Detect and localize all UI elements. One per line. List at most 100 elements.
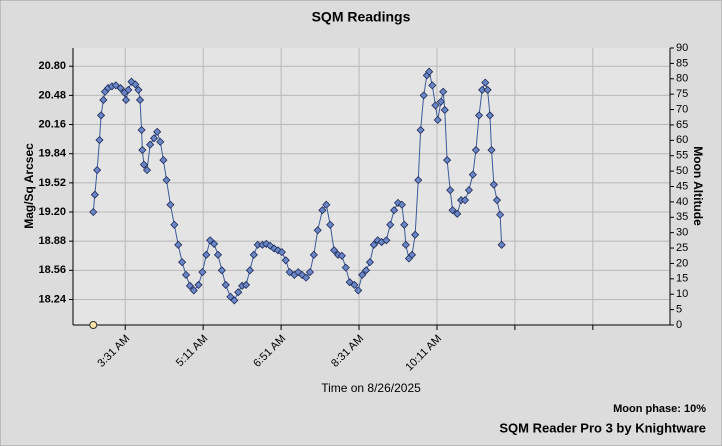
y2-tick-label: 10 (676, 288, 688, 300)
point-marker (213, 250, 223, 259)
point-marker (322, 200, 331, 209)
point-marker (433, 115, 442, 125)
y2-tick-label: 85 (676, 57, 688, 69)
point-marker (365, 258, 375, 267)
y-tick-label: 18.24 (38, 293, 66, 305)
point-marker (411, 230, 420, 239)
point-marker (386, 220, 395, 229)
y2-tick-label: 45 (676, 180, 688, 192)
point-marker (478, 85, 487, 94)
y2-tick-label: 65 (676, 119, 688, 131)
point-marker (138, 145, 147, 155)
y-tick-label: 19.84 (38, 148, 66, 160)
y2-tick-label: 30 (676, 227, 688, 239)
point-marker (159, 156, 168, 165)
y2-tick-label: 5 (676, 304, 682, 316)
point-marker (390, 206, 399, 215)
point-marker (170, 220, 179, 229)
credit: SQM Reader Pro 3 by Knightware (499, 420, 706, 435)
point-marker (139, 160, 148, 169)
point-marker (210, 239, 219, 248)
point-marker (245, 266, 254, 275)
point-marker (354, 286, 363, 295)
point-marker (99, 95, 108, 105)
point-marker (416, 125, 425, 135)
point-marker (134, 85, 143, 94)
point-marker (202, 250, 211, 259)
point-marker (178, 258, 187, 267)
point-marker (241, 280, 251, 289)
y2-tick-label: 55 (676, 150, 688, 162)
point-marker (95, 135, 104, 145)
point-marker (440, 105, 449, 115)
point-marker (221, 280, 230, 289)
point-marker (401, 240, 410, 249)
point-marker (137, 125, 146, 135)
point-marker (397, 200, 406, 209)
point-marker (146, 140, 155, 149)
y2-tick-label: 40 (676, 196, 688, 208)
point-marker (414, 176, 423, 185)
y-tick-label: 20.80 (38, 60, 66, 72)
point-marker (448, 206, 457, 215)
point-marker (400, 220, 409, 229)
point-marker (468, 170, 477, 179)
y2-tick-label: 25 (676, 242, 688, 254)
point-marker (358, 270, 367, 279)
y2-tick-label: 0 (676, 319, 682, 331)
point-marker (361, 266, 371, 275)
point-marker (174, 240, 183, 249)
point-marker (446, 186, 455, 195)
point-marker (489, 180, 498, 189)
y2-tick-label: 20 (676, 257, 688, 269)
point-marker (485, 111, 495, 120)
y2-tick-label: 90 (676, 42, 688, 54)
point-marker (270, 244, 279, 253)
point-marker (93, 166, 102, 175)
point-marker (483, 85, 492, 94)
point-marker (149, 134, 159, 143)
y-tick-label: 19.20 (38, 206, 66, 218)
point-marker (436, 97, 445, 106)
point-marker (124, 85, 133, 94)
point-marker (464, 186, 473, 195)
point-marker (439, 87, 448, 96)
y-tick-label: 18.56 (38, 264, 66, 276)
point-marker (156, 137, 165, 146)
point-marker (497, 240, 506, 249)
point-marker (487, 145, 496, 155)
point-marker (481, 78, 490, 87)
point-marker (431, 101, 440, 110)
point-marker (373, 236, 382, 245)
point-marker (181, 270, 191, 279)
y2-tick-label: 50 (676, 165, 688, 177)
point-marker (443, 156, 452, 165)
point-marker (185, 281, 194, 290)
point-marker (369, 240, 378, 249)
point-marker (345, 278, 354, 287)
y-tick-label: 19.52 (38, 177, 66, 189)
point-marker (341, 263, 350, 272)
point-marker (309, 250, 318, 259)
y2-tick-label: 35 (676, 211, 688, 223)
point-marker (234, 288, 243, 297)
point-marker (318, 206, 327, 215)
point-marker (111, 81, 120, 90)
point-marker (198, 268, 207, 277)
y2-tick-label: 80 (676, 73, 688, 85)
point-marker (230, 296, 239, 305)
point-marker (162, 176, 171, 185)
chart-title: SQM Readings (312, 9, 411, 25)
point-marker (492, 196, 502, 205)
point-marker (298, 270, 307, 279)
point-marker (471, 145, 481, 155)
point-marker (116, 84, 125, 93)
point-marker (277, 248, 286, 257)
point-marker (96, 111, 106, 120)
point-marker (474, 111, 484, 120)
point-marker (326, 220, 335, 229)
y-axis-label: Mag/Sq Arcsec (22, 143, 36, 229)
point-marker (305, 268, 314, 277)
point-marker (337, 251, 346, 260)
point-marker (189, 286, 198, 295)
